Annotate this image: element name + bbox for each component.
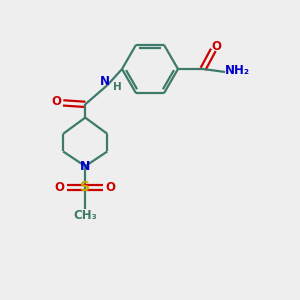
Text: H: H [113,82,122,92]
Text: CH₃: CH₃ [73,209,97,223]
Text: N: N [80,160,90,173]
Text: O: O [55,181,64,194]
Text: NH₂: NH₂ [225,64,250,77]
Text: O: O [211,40,221,53]
Text: N: N [100,75,110,88]
Text: S: S [80,180,90,194]
Text: O: O [106,181,116,194]
Text: O: O [52,95,62,108]
